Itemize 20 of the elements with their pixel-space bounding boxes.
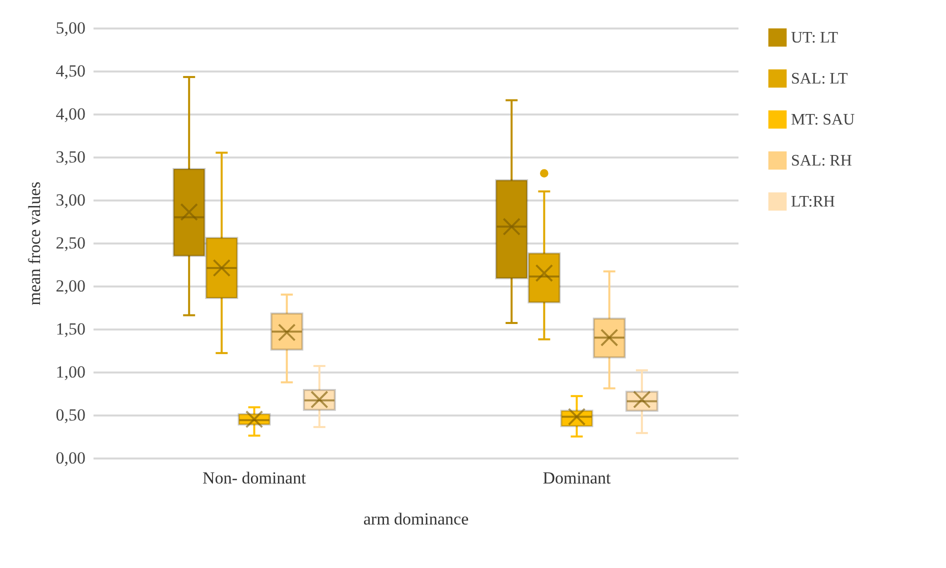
y-tick-label: 1,00: [56, 362, 86, 382]
y-tick-label: 4,50: [56, 62, 86, 80]
legend-label: UT: LT: [791, 30, 838, 46]
x-tick-label: Dominant: [542, 468, 612, 488]
y-tick-label: 4,00: [56, 104, 86, 124]
y-tick-label: 3,00: [56, 190, 86, 210]
legend-label: MT: SAU: [791, 112, 856, 128]
y-tick-label: 5,00: [56, 18, 86, 38]
y-tick-label: 1,50: [56, 320, 86, 338]
y-tick-label: 2,50: [56, 234, 86, 252]
y-tick-label: 0,50: [56, 406, 86, 424]
legend-label: SAL: LT: [791, 70, 848, 88]
legend-label: SAL: RH: [791, 152, 852, 170]
x-tick-label: Non- dominant: [202, 468, 306, 488]
x-axis-title: arm dominance: [363, 510, 469, 528]
y-axis-title: mean froce values: [24, 182, 44, 306]
legend-label: LT:RH: [791, 194, 836, 210]
y-tick-label: 0,00: [56, 448, 86, 468]
y-tick-label: 3,50: [56, 148, 86, 166]
y-tick-label: 2,00: [56, 276, 86, 296]
